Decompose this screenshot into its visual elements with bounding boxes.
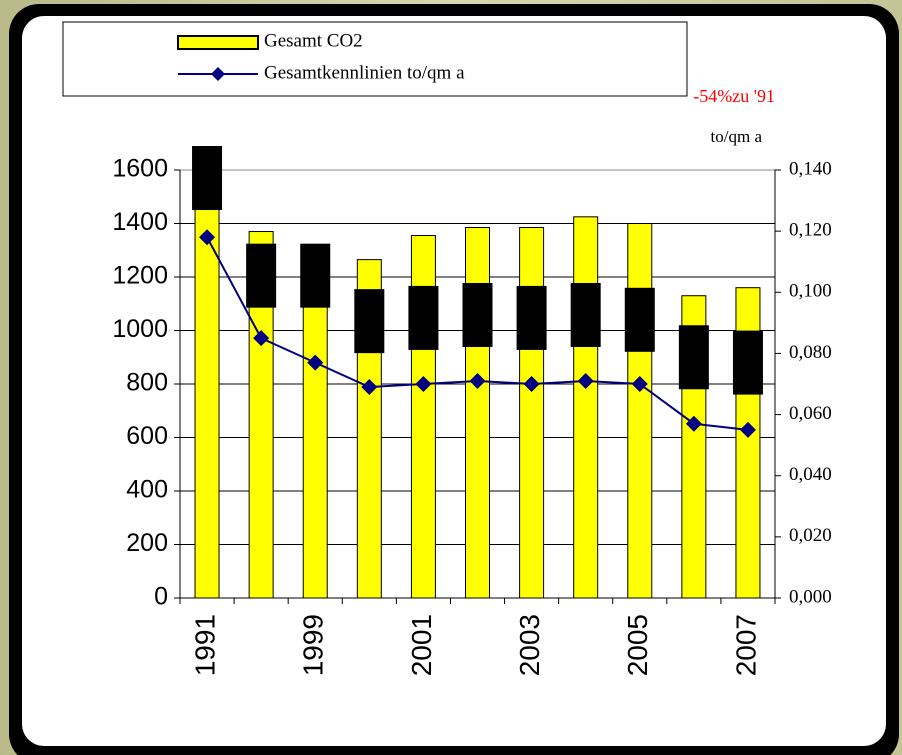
block-marker [300, 243, 331, 308]
y2-axis-label: to/qm a [711, 127, 763, 146]
y-tick-label: 1000 [112, 315, 168, 343]
y2-tick-label: 0,040 [789, 464, 832, 485]
x-tick-label: 2007 [730, 614, 761, 676]
y-tick-label: 200 [126, 529, 168, 557]
y-tick-label: 400 [126, 476, 168, 504]
line-marker [685, 415, 702, 432]
y-tick-label: 1200 [112, 262, 168, 290]
x-tick-label: 2001 [406, 614, 437, 676]
bar [519, 227, 545, 599]
legend-swatch-bar [177, 35, 259, 50]
x-tick-label: 1991 [189, 614, 220, 676]
annotation: -54%zu '91 [693, 86, 775, 106]
y-tick-label: 1400 [112, 208, 168, 236]
block-marker [462, 282, 493, 347]
y-tick-label: 1600 [112, 155, 168, 183]
block-marker [732, 330, 763, 395]
y-tick-label: 600 [126, 422, 168, 450]
block-marker [192, 146, 223, 211]
line-marker [253, 330, 270, 347]
bar [573, 216, 599, 599]
y2-tick-label: 0,080 [789, 342, 832, 363]
block-marker [624, 287, 655, 352]
block-marker [678, 325, 709, 390]
line-marker [415, 376, 432, 392]
y2-tick-label: 0,000 [789, 586, 832, 607]
block-marker [570, 282, 601, 347]
legend-label: Gesamt CO2 [264, 30, 363, 51]
bar [627, 223, 653, 599]
line-marker [577, 372, 594, 389]
y-tick-label: 0 [154, 583, 168, 611]
line-marker [361, 379, 378, 396]
bar [194, 156, 220, 599]
block-marker [516, 285, 547, 350]
block-marker [246, 243, 277, 308]
y-tick-label: 800 [126, 369, 168, 397]
block-marker [408, 285, 439, 350]
y2-tick-label: 0,120 [789, 220, 832, 241]
line-marker [523, 376, 540, 392]
x-tick-label: 2005 [622, 614, 653, 676]
line-marker [739, 421, 756, 438]
x-tick-label: 2003 [514, 614, 545, 676]
y2-tick-label: 0,140 [789, 158, 832, 179]
bar [302, 263, 328, 599]
legend-swatch-marker [211, 67, 225, 81]
line-marker [469, 372, 486, 389]
legend-box [62, 21, 688, 97]
y2-tick-label: 0,100 [789, 281, 832, 302]
y2-tick-label: 0,060 [789, 403, 832, 424]
x-tick-label: 1999 [298, 614, 329, 676]
line-marker [631, 376, 648, 392]
block-marker [354, 289, 385, 354]
y2-tick-label: 0,020 [789, 525, 832, 546]
line-marker [199, 229, 216, 246]
legend-label: Gesamtkennlinien to/qm a [264, 62, 465, 83]
panel [22, 16, 886, 746]
line-marker [307, 354, 324, 371]
